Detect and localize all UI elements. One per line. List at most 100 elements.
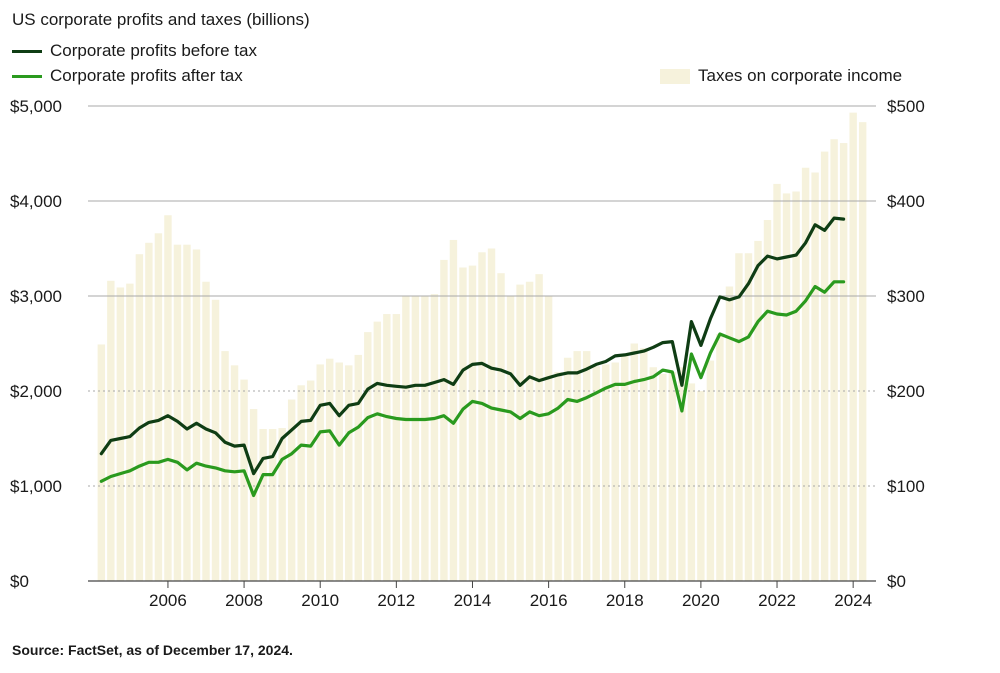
tax-bar (278, 428, 286, 581)
legend-after-tax-swatch (12, 74, 42, 78)
x-tick-label: 2012 (377, 591, 415, 610)
y-right-tick-label: $200 (887, 382, 925, 401)
tax-bar (544, 296, 553, 581)
y-right-tick-label: $0 (887, 572, 906, 591)
tax-bar (592, 366, 600, 581)
tax-bar (525, 281, 534, 581)
tax-bar (440, 259, 448, 581)
y-right-tick-label: $300 (887, 287, 925, 306)
tax-bar (735, 253, 743, 581)
tax-bar (211, 299, 220, 581)
legend-after-tax-label: Corporate profits after tax (50, 66, 243, 85)
legend-taxes-label: Taxes on corporate income (698, 66, 903, 85)
tax-bar (183, 244, 191, 581)
legend-before-tax-label: Corporate profits before tax (50, 41, 257, 60)
legend-taxes-swatch (660, 68, 690, 84)
tax-bar (573, 351, 581, 581)
legend-before-tax: Corporate profits before tax (12, 41, 257, 61)
y-right-tick-label: $500 (887, 97, 925, 116)
tax-bar (373, 321, 382, 581)
y-right-tick-label: $400 (887, 192, 925, 211)
tax-bar (164, 215, 172, 581)
tax-bar (716, 334, 724, 581)
tax-bar (649, 367, 658, 581)
before-tax-line (99, 216, 846, 476)
tax-bar (135, 254, 144, 581)
tax-bar (516, 284, 524, 581)
tax-bar (430, 294, 439, 581)
tax-bar (240, 379, 248, 581)
source-note: Source: FactSet, as of December 17, 2024… (12, 642, 293, 658)
tax-bar (497, 273, 505, 581)
x-tick-label: 2014 (454, 591, 492, 610)
x-tick-label: 2020 (682, 591, 720, 610)
x-tick-label: 2010 (301, 591, 339, 610)
tax-bar (287, 399, 296, 581)
tax-bar (563, 357, 572, 581)
after-tax-line (99, 280, 846, 498)
tax-bar (602, 364, 610, 581)
chart-title: US corporate profits and taxes (billions… (12, 10, 310, 29)
x-tick-label: 2022 (758, 591, 796, 610)
tax-bar (402, 296, 410, 581)
tax-bar (383, 314, 391, 581)
tax-bar (306, 380, 315, 581)
tax-bar (421, 296, 429, 581)
y-left-tick-label: $2,000 (10, 382, 62, 401)
legend-after-tax: Corporate profits after tax (12, 66, 243, 86)
tax-bar (411, 296, 420, 581)
y-left-tick-label: $1,000 (10, 477, 62, 496)
tax-bar (126, 283, 134, 581)
tax-bar (116, 287, 125, 581)
tax-bar (839, 143, 848, 582)
tax-bar (754, 240, 762, 581)
tax-bar (506, 296, 515, 581)
y-left-tick-label: $3,000 (10, 287, 62, 306)
tax-bar (316, 364, 324, 581)
tax-bar (640, 348, 648, 581)
tax-bar (582, 351, 591, 581)
tax-bar (268, 429, 277, 581)
legend-taxes: Taxes on corporate income (660, 66, 902, 86)
y-left-tick-label: $5,000 (10, 97, 62, 116)
tax-bar (221, 351, 229, 581)
profit-lines (99, 216, 846, 498)
y-left-tick-label: $0 (10, 572, 29, 591)
tax-bar (354, 354, 362, 581)
x-tick-label: 2008 (225, 591, 263, 610)
tax-bar (849, 112, 857, 582)
tax-bar (107, 280, 115, 581)
tax-bar (192, 249, 201, 581)
tax-bar (725, 286, 734, 581)
x-tick-label: 2006 (149, 591, 187, 610)
tax-bar (326, 358, 334, 581)
tax-bar (621, 354, 629, 581)
x-tick-label: 2024 (834, 591, 872, 610)
tax-bar (659, 373, 667, 581)
x-tick-label: 2016 (530, 591, 568, 610)
tax-bar (468, 265, 477, 581)
tax-bar (554, 372, 562, 581)
y-right-tick-label: $100 (887, 477, 925, 496)
tax-bar (173, 244, 182, 581)
tax-bar (820, 151, 829, 581)
tax-bar (678, 367, 686, 581)
tax-bar (145, 242, 153, 582)
tax-bar (364, 332, 372, 581)
y-left-tick-label: $4,000 (10, 192, 62, 211)
tax-bar (668, 372, 677, 581)
axes: $0 $1,000 $2,000 $3,000 $4,000 $5,000 $0 $100 $2… (10, 97, 925, 610)
tax-bar (744, 253, 753, 581)
tax-bar (392, 314, 401, 581)
tax-bar (345, 365, 353, 581)
tax-bar (630, 343, 638, 581)
tax-bar (830, 139, 838, 581)
tax-bar (449, 239, 458, 581)
tax-bar (792, 191, 800, 581)
tax-bar (202, 281, 210, 581)
tax-bar (535, 274, 543, 581)
tax-bar (459, 267, 467, 581)
gridlines (88, 105, 876, 582)
tax-bar (763, 220, 772, 581)
